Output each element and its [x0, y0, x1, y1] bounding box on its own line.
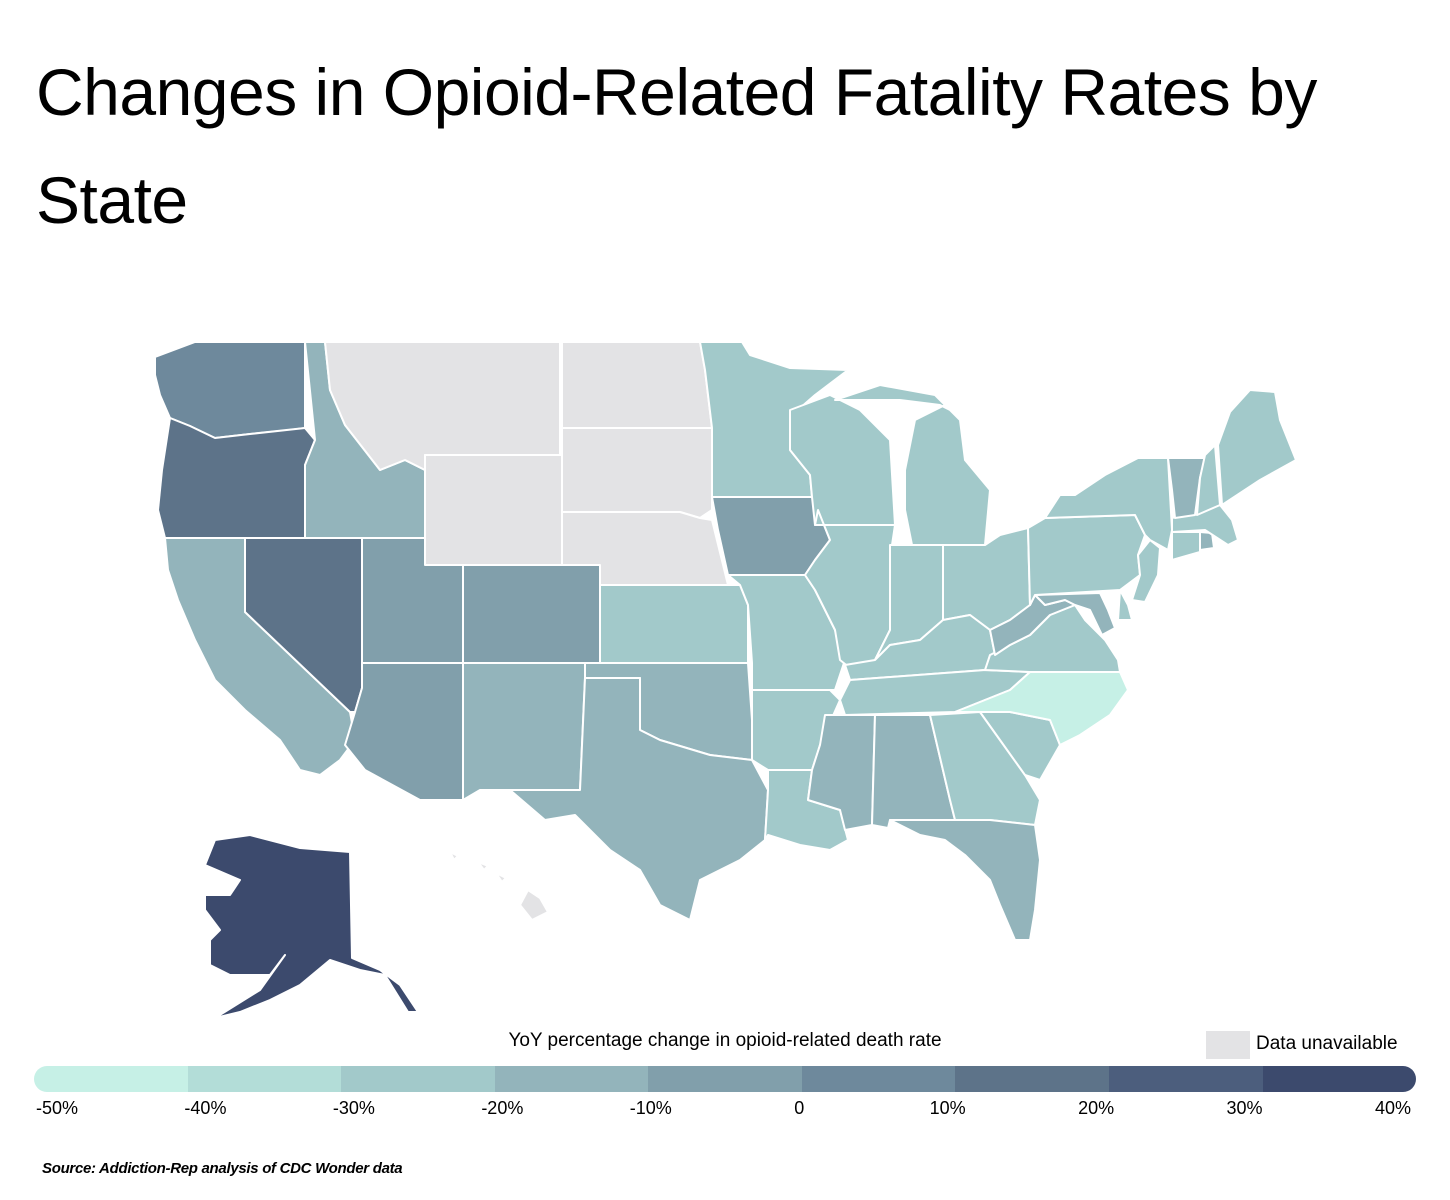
state-nd — [561, 341, 713, 429]
state-nm — [462, 662, 586, 801]
legend-title: YoY percentage change in opioid-related … — [508, 1030, 942, 1051]
state-hi — [449, 851, 549, 921]
data-unavailable-swatch — [1206, 1031, 1250, 1059]
state-or — [157, 417, 316, 539]
legend-bin — [801, 1066, 956, 1092]
legend-tick-label: -10% — [629, 1098, 672, 1118]
legend-bin — [34, 1066, 188, 1092]
legend-bin — [1108, 1066, 1263, 1092]
state-md — [1034, 592, 1116, 636]
legend-tick-label: 30% — [1226, 1098, 1263, 1118]
state-sd — [561, 427, 713, 519]
legend-tick-label: -30% — [332, 1098, 375, 1118]
data-unavailable-label: Data unavailable — [1256, 1033, 1398, 1054]
state-az — [344, 662, 464, 801]
state-pa — [1027, 514, 1146, 606]
state-tx — [509, 677, 769, 921]
chart-title: Changes in Opioid-Related Fatality Rates… — [36, 55, 1317, 237]
state-nh — [1196, 444, 1221, 516]
legend-tick-label: 40% — [1374, 1098, 1412, 1118]
state-fl — [889, 819, 1041, 941]
state-nc — [954, 671, 1129, 746]
legend-tick-label: 20% — [1078, 1098, 1115, 1118]
legend-bin — [341, 1066, 495, 1092]
state-me — [1217, 389, 1297, 506]
legend-bin — [494, 1066, 649, 1092]
legend-bin — [187, 1066, 342, 1092]
legend-tick-label: -20% — [481, 1098, 524, 1118]
state-co — [462, 564, 601, 664]
legend-bin — [955, 1066, 1109, 1092]
legend-bin — [1262, 1066, 1416, 1092]
state-wy — [424, 454, 563, 566]
state-ks — [599, 584, 749, 664]
legend-tick-label: 0 — [794, 1098, 805, 1118]
state-ak — [204, 834, 419, 1019]
color-scale-ticks: -50% -40% -30% -20% -10% 0 10% 20% 30% 40% — [0, 1098, 1450, 1122]
state-ct — [1171, 531, 1201, 561]
legend-tick-label: 10% — [929, 1098, 966, 1118]
source-note: Source: Addiction-Rep analysis of CDC Wo… — [42, 1160, 403, 1177]
color-scale-bar — [34, 1066, 1416, 1092]
legend-tick-label: -50% — [35, 1098, 79, 1118]
state-mt — [324, 341, 561, 471]
state-ny — [1044, 457, 1173, 551]
legend-tick-label: -40% — [184, 1098, 227, 1118]
state-de — [1117, 589, 1133, 621]
legend-bin — [648, 1066, 802, 1092]
